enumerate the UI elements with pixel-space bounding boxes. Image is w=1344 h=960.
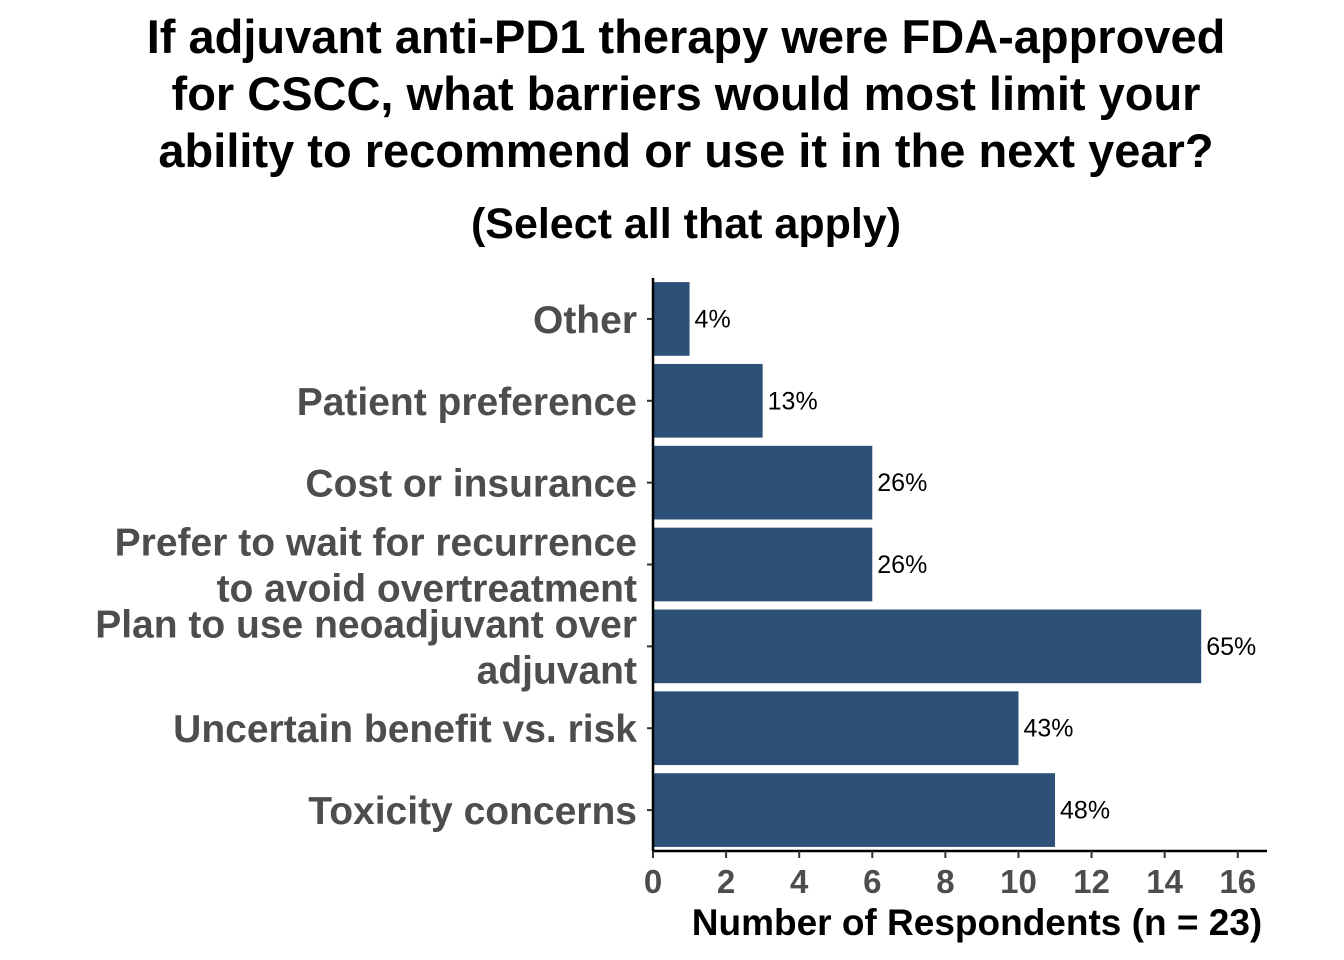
category-label: to avoid overtreatment <box>217 568 637 611</box>
bar <box>653 527 873 602</box>
bar <box>653 445 873 520</box>
chart-title-line-2: for CSCC, what barriers would most limit… <box>171 67 1201 120</box>
chart-title-line-1: If adjuvant anti-PD1 therapy were FDA-ap… <box>146 10 1226 63</box>
data-label: 13% <box>768 387 818 415</box>
x-tick-label: 8 <box>936 863 954 900</box>
data-label: 65% <box>1206 633 1256 661</box>
data-label: 26% <box>877 551 927 579</box>
bar <box>653 282 690 356</box>
category-label: Prefer to wait for recurrence <box>115 522 637 565</box>
bar <box>653 691 1019 766</box>
x-tick-label: 2 <box>717 863 735 900</box>
category-label: Other <box>533 299 637 342</box>
data-label: 43% <box>1023 715 1073 743</box>
x-tick-label: 4 <box>790 863 809 900</box>
x-tick-label: 12 <box>1073 863 1110 900</box>
x-tick-label: 16 <box>1219 863 1256 900</box>
bar <box>653 609 1202 684</box>
category-label: adjuvant <box>477 649 637 692</box>
chart-title: If adjuvant anti-PD1 therapy were FDA-ap… <box>0 8 1344 179</box>
x-tick-label: 14 <box>1146 863 1183 900</box>
category-label: Plan to use neoadjuvant over <box>95 603 637 646</box>
data-label: 26% <box>877 469 927 497</box>
category-label: Uncertain benefit vs. risk <box>173 708 637 751</box>
data-label: 48% <box>1060 797 1110 825</box>
bar <box>653 773 1056 847</box>
x-tick-label: 0 <box>644 863 662 900</box>
chart-title-line-3: ability to recommend or use it in the ne… <box>158 124 1214 177</box>
x-tick-label: 6 <box>863 863 881 900</box>
bar <box>653 363 763 438</box>
data-label: 4% <box>695 305 731 333</box>
category-label: Toxicity concerns <box>308 790 637 833</box>
x-tick-label: 10 <box>1000 863 1037 900</box>
x-axis-title: Number of Respondents (n = 23) <box>692 902 1262 943</box>
chart-subtitle: (Select all that apply) <box>470 200 902 248</box>
category-label: Cost or insurance <box>305 463 637 506</box>
category-label: Patient preference <box>297 381 637 424</box>
